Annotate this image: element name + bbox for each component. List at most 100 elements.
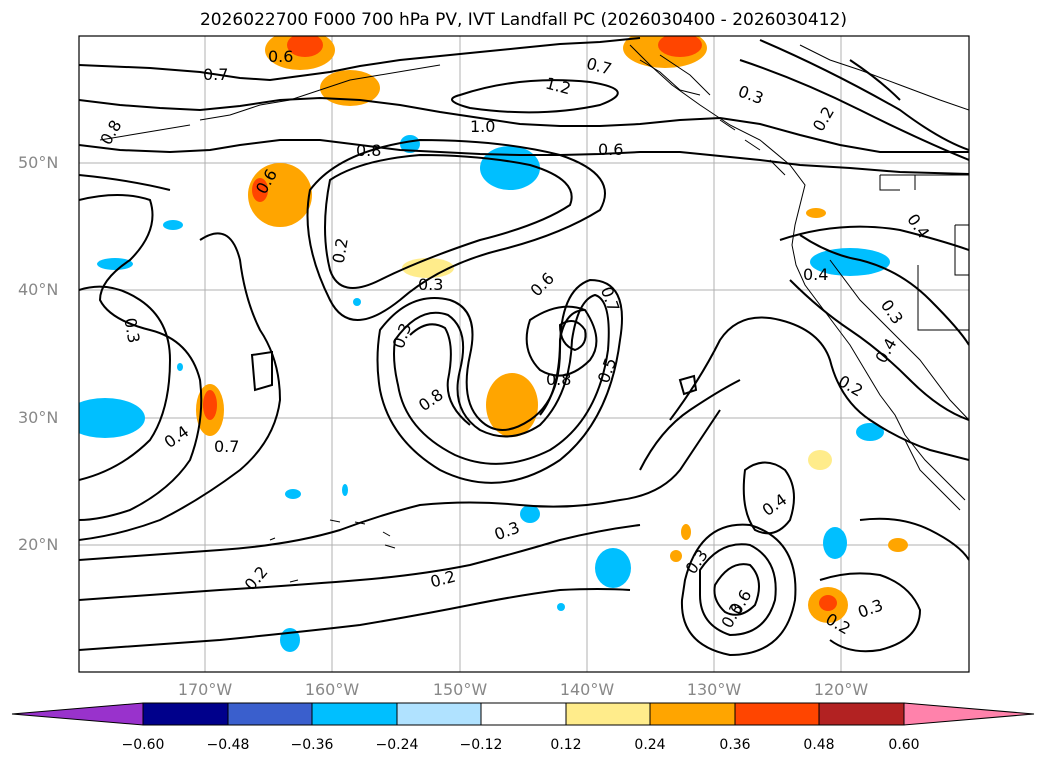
colorbar-tick-label: −0.48 xyxy=(206,737,250,753)
contour-label: 0.4 xyxy=(803,265,828,284)
shade-neg-4 xyxy=(595,548,631,588)
lat-label: 30°N xyxy=(18,408,59,427)
colorbar-tick-label: 0.48 xyxy=(803,737,835,753)
shade-neg-3 xyxy=(79,398,145,438)
shade-pos-6 xyxy=(248,163,312,227)
contour-32 xyxy=(799,234,969,346)
contour-20 xyxy=(699,543,777,637)
shade-neg-2 xyxy=(810,248,890,276)
shade-pos-7 xyxy=(252,178,268,202)
plot-area xyxy=(79,36,969,672)
lon-label: 130°W xyxy=(686,680,742,699)
lon-label: 160°W xyxy=(304,680,360,699)
contour-14 xyxy=(79,232,282,541)
colorbar-over xyxy=(903,702,1035,726)
contour-label: 0.3 xyxy=(418,275,443,294)
contour-21 xyxy=(680,523,797,657)
pv-contours xyxy=(79,37,969,657)
contour-34 xyxy=(779,225,969,251)
contour-3 xyxy=(79,139,969,175)
contour-label: 0.8 xyxy=(546,370,571,389)
contour-26 xyxy=(678,374,698,396)
lon-label: 140°W xyxy=(559,680,615,699)
shade-pos-15 xyxy=(681,524,691,540)
shade-neg-9 xyxy=(163,220,183,230)
contour-11 xyxy=(558,320,587,352)
positive-shading xyxy=(196,36,908,623)
shade-neg-8 xyxy=(400,135,420,153)
colorbar-bin xyxy=(480,702,567,726)
colorbar xyxy=(11,702,1035,726)
contour-10 xyxy=(525,305,598,377)
plot-frame xyxy=(78,35,970,673)
colorbar-bin xyxy=(734,702,820,726)
colorbar-tick-label: −0.24 xyxy=(375,737,419,753)
shade-pos-5 xyxy=(658,36,702,57)
contour-28 xyxy=(739,59,969,161)
map-title: 2026022700 F000 700 hPa PV, IVT Landfall… xyxy=(199,10,847,30)
shade-neg-15 xyxy=(353,298,361,306)
shade-neg-10 xyxy=(97,258,133,270)
contour-29 xyxy=(759,39,969,151)
shade-pos-11 xyxy=(203,390,217,420)
contour-label: 0.6 xyxy=(598,140,623,159)
contour-8 xyxy=(393,293,610,465)
colorbar-bin xyxy=(818,702,905,726)
contour-13 xyxy=(79,285,172,481)
contour-27 xyxy=(250,350,273,392)
shade-pos-2 xyxy=(287,36,323,57)
lat-label: 40°N xyxy=(18,280,59,299)
contour-2 xyxy=(79,96,969,153)
colorbar-bin xyxy=(649,702,736,726)
contour-label: 0.7 xyxy=(203,65,228,84)
contour-6 xyxy=(306,138,606,321)
colorbar-under xyxy=(11,702,144,726)
shade-neg-14 xyxy=(177,363,183,371)
contour-30 xyxy=(849,59,901,101)
contour-labels: 0.6 0.7 0.8 0.6 0.8 1.0 1.2 0.6 0.7 0.3 … xyxy=(96,47,933,638)
lat-label: 20°N xyxy=(18,535,59,554)
lat-label: 50°N xyxy=(18,153,59,172)
contour-label: 0.8 xyxy=(356,141,381,160)
shade-pos-12 xyxy=(808,450,832,470)
contour-4 xyxy=(451,79,619,114)
contour-label: 0.2 xyxy=(329,236,352,264)
shade-pos-17 xyxy=(888,538,908,552)
contour-24 xyxy=(819,572,922,653)
contour-7 xyxy=(376,278,623,484)
contour-5 xyxy=(324,153,573,289)
colorbar-tick-label: −0.36 xyxy=(290,737,334,753)
shade-pos-9 xyxy=(486,373,538,437)
lon-label: 150°W xyxy=(432,680,488,699)
shade-neg-7 xyxy=(856,423,884,441)
colorbar-tick-label: 0.60 xyxy=(888,737,920,753)
lon-label: 120°W xyxy=(813,680,869,699)
shade-pos-16 xyxy=(670,550,682,562)
colorbar-tick-label: −0.12 xyxy=(459,737,503,753)
contour-18 xyxy=(669,316,969,461)
colorbar-bin xyxy=(396,702,482,726)
lon-label: 170°W xyxy=(177,680,233,699)
colorbar-bin xyxy=(227,702,313,726)
contour-25 xyxy=(859,517,969,561)
contour-22 xyxy=(713,563,760,616)
shade-neg-16 xyxy=(557,603,565,611)
contour-33 xyxy=(789,279,969,421)
colorbar-tick-label: 0.24 xyxy=(634,737,666,753)
contour-12 xyxy=(79,194,203,521)
shade-pos-3 xyxy=(320,70,380,106)
contour-label: 1.0 xyxy=(470,117,495,136)
negative-shading xyxy=(79,135,890,652)
shade-neg-1 xyxy=(480,146,540,190)
colorbar-bin xyxy=(311,702,398,726)
colorbar-tick-label: 0.36 xyxy=(719,737,751,753)
shade-pos-18 xyxy=(806,208,826,218)
contour-label: 0.3 xyxy=(120,316,143,344)
colorbar-bin xyxy=(142,702,229,726)
contour-31 xyxy=(79,174,171,191)
contour-15 xyxy=(79,409,721,561)
contour-1 xyxy=(79,37,641,82)
contour-23 xyxy=(742,461,795,535)
shade-neg-6 xyxy=(823,527,847,559)
contour-17 xyxy=(79,588,631,651)
